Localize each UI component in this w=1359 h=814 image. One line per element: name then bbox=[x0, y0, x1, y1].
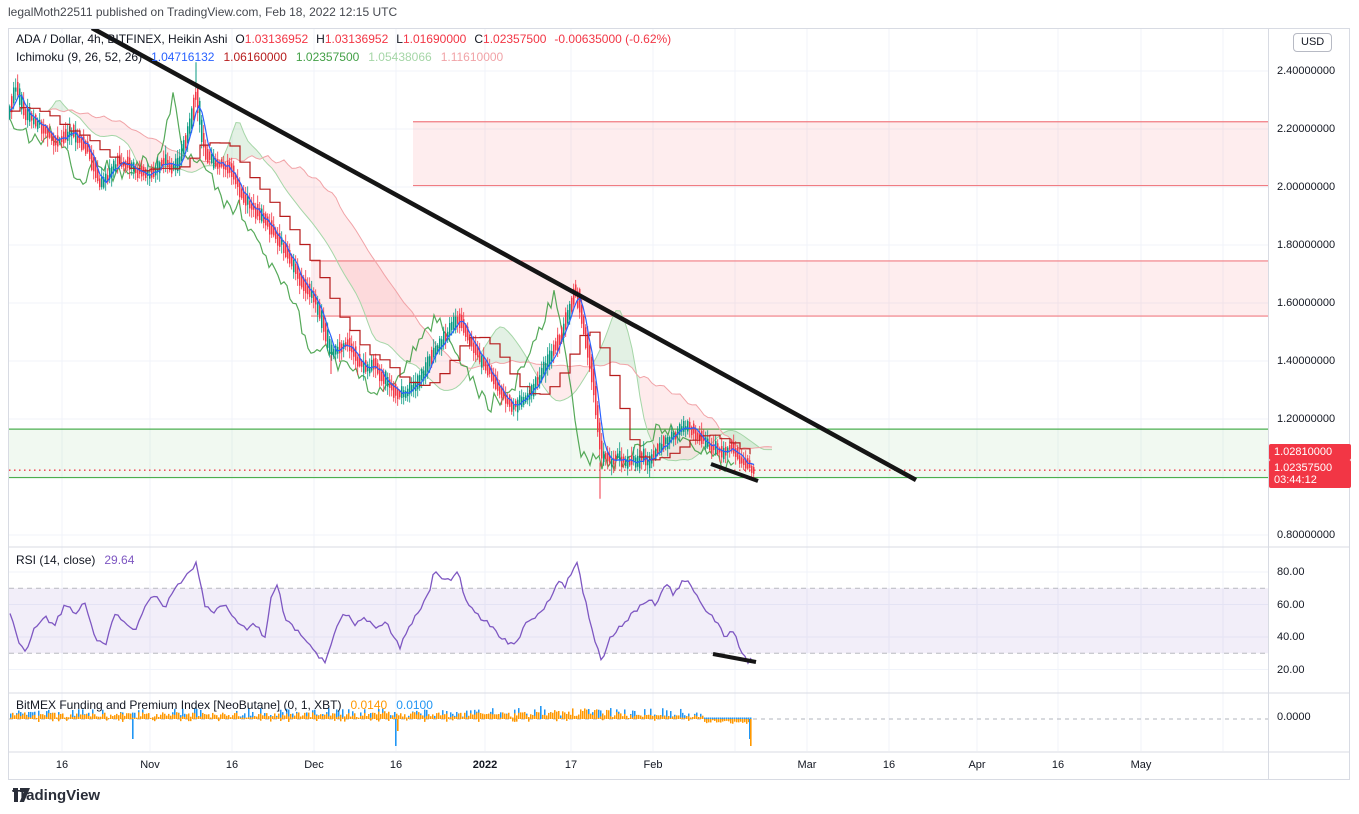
ichimoku-title: Ichimoku (9, 26, 52, 26) bbox=[16, 50, 143, 64]
ichimoku-value: 1.06160000 bbox=[223, 50, 287, 64]
price-axis-separator bbox=[1268, 28, 1269, 780]
rsi-tick-label: 80.00 bbox=[1277, 566, 1305, 578]
change-value: -0.00635000 (-0.62%) bbox=[554, 32, 672, 46]
symbol-legend[interactable]: ADA / Dollar, 4h, BITFINEX, Heikin Ashi O… bbox=[16, 31, 671, 48]
funding-legend[interactable]: BitMEX Funding and Premium Index [NeoBut… bbox=[16, 697, 433, 714]
price-tick-label: 1.20000000 bbox=[1277, 413, 1336, 425]
badge-countdown: 03:44:12 bbox=[1274, 474, 1317, 486]
rsi-pane bbox=[9, 560, 1268, 665]
ichimoku-value: 1.05438066 bbox=[368, 50, 432, 64]
rsi-legend[interactable]: RSI (14, close) 29.64 bbox=[16, 552, 134, 569]
time-tick-label: 16 bbox=[1051, 759, 1065, 771]
badge-last-price: 1.02357500 bbox=[1274, 462, 1333, 474]
ichimoku-value: 1.11610000 bbox=[440, 50, 504, 64]
funding-value-2: 0.0100 bbox=[396, 698, 433, 712]
funding-title: BitMEX Funding and Premium Index [NeoBut… bbox=[16, 698, 342, 712]
currency-toggle-button[interactable]: USD bbox=[1293, 33, 1333, 52]
rsi-tick-label: 20.00 bbox=[1277, 663, 1305, 676]
trendline bbox=[90, 29, 918, 482]
ohlc-letter: L bbox=[396, 32, 403, 46]
price-label-badge: 1.02810000 bbox=[1269, 444, 1351, 460]
funding-tick-label: 0.0000 bbox=[1277, 711, 1311, 723]
time-tick-label: 17 bbox=[564, 759, 578, 771]
time-tick-label: 16 bbox=[882, 759, 896, 771]
price-pane bbox=[9, 29, 1268, 499]
price-tick-label: 1.60000000 bbox=[1277, 297, 1336, 309]
symbol-title: ADA / Dollar, 4h, BITFINEX, Heikin Ashi bbox=[16, 32, 228, 46]
ichimoku-legend[interactable]: Ichimoku (9, 26, 52, 26) 1.04716132 1.0616… bbox=[16, 49, 503, 66]
price-tick-label: 0.80000000 bbox=[1277, 529, 1336, 541]
time-tick-label: Dec bbox=[304, 759, 324, 771]
time-tick-label: 16 bbox=[225, 759, 239, 771]
time-tick-label: Mar bbox=[797, 759, 817, 771]
time-tick-label: 16 bbox=[55, 759, 69, 771]
ohlc-letter: H bbox=[316, 32, 325, 46]
price-tick-label: 1.80000000 bbox=[1277, 239, 1336, 251]
time-tick-label: Nov bbox=[140, 759, 160, 771]
tradingview-logo-text: TradingView bbox=[12, 787, 101, 804]
rsi-tick-label: 60.00 bbox=[1277, 598, 1305, 611]
tradingview-logo[interactable]: TradingView bbox=[12, 787, 100, 804]
ohlc-letter: O bbox=[235, 32, 245, 46]
funding-pane bbox=[9, 706, 1268, 746]
ichimoku-value: 1.04716132 bbox=[151, 50, 215, 64]
tradingview-logo-icon bbox=[13, 788, 30, 802]
ohlc-value: 1.02357500 bbox=[483, 32, 547, 46]
price-tick-label: 2.20000000 bbox=[1277, 123, 1336, 135]
rsi-tick-label: 40.00 bbox=[1277, 631, 1305, 643]
time-tick-label: May bbox=[1130, 759, 1152, 771]
time-tick-label: Apr bbox=[968, 759, 986, 771]
rsi-trendline bbox=[712, 652, 757, 664]
trendline bbox=[710, 462, 759, 483]
time-tick-label: 2022 bbox=[472, 759, 498, 771]
ohlc-value: 1.03136952 bbox=[244, 32, 309, 46]
publish-line: legalMoth22511 published on TradingView.… bbox=[8, 5, 398, 19]
rsi-title: RSI (14, close) bbox=[16, 553, 96, 567]
last-price-countdown-badge: 1.02357500 03:44:12 bbox=[1269, 460, 1351, 488]
price-tick-label: 1.40000000 bbox=[1277, 355, 1336, 367]
time-tick-label: Feb bbox=[643, 759, 663, 771]
price-tick-label: 2.40000000 bbox=[1277, 65, 1336, 77]
price-tick-label: 2.00000000 bbox=[1277, 181, 1336, 193]
ohlc-letter: C bbox=[474, 32, 484, 46]
funding-value-1: 0.0140 bbox=[350, 698, 388, 712]
ichimoku-value: 1.02357500 bbox=[295, 50, 360, 64]
rsi-value: 29.64 bbox=[104, 553, 135, 567]
ohlc-value: 1.01690000 bbox=[402, 32, 467, 46]
badge-price: 1.02810000 bbox=[1274, 446, 1333, 458]
ohlc-value: 1.03136952 bbox=[324, 32, 389, 46]
time-tick-label: 16 bbox=[389, 759, 403, 771]
